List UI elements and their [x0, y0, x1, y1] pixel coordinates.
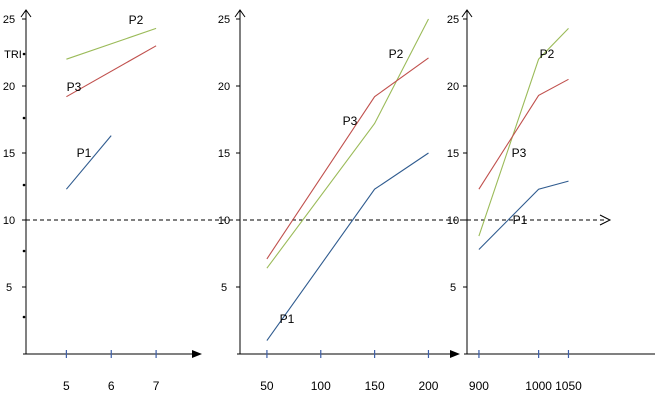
y-tick-label: 10 [218, 215, 230, 227]
y-tick-label: 15 [447, 148, 459, 160]
y-tick-label: 5 [450, 282, 456, 294]
series-label-p1: P1 [280, 312, 295, 326]
y-axis-arrow [461, 9, 473, 18]
series-label-p2: P2 [129, 13, 144, 27]
y-tick-label: 5 [6, 282, 12, 294]
x-tick-label: 150 [365, 379, 385, 393]
x-tick-label: 1000 [525, 379, 552, 393]
axis-dot-marker [22, 183, 26, 187]
y-tick-label: 25 [447, 14, 459, 26]
series-line-p2 [478, 28, 569, 237]
series-line-p3 [478, 78, 569, 190]
y-tick-label: 10 [447, 215, 459, 227]
y-tick-label: 15 [218, 148, 230, 160]
series-line-p2 [266, 18, 429, 269]
series-label-p2: P2 [389, 47, 404, 61]
axis-dot-marker [22, 116, 26, 120]
series-line-p3 [66, 45, 157, 98]
y-tick-label: 15 [3, 148, 15, 160]
y-tick-label: 5 [221, 282, 227, 294]
y-axis-title: TRI [4, 49, 22, 61]
x-tick-label: 900 [469, 379, 489, 393]
y-tick-label: 20 [447, 81, 459, 93]
reference-line-arrow [599, 214, 612, 226]
y-tick-label: 20 [218, 81, 230, 93]
series-label-p3: P3 [343, 114, 358, 128]
reference-line-layer [26, 214, 612, 226]
chart-panel-2: 5 10 15 20 25 50 100 150 200 P1 P2 P3 [218, 9, 460, 393]
x-axis-arrow [192, 350, 202, 358]
chart-panel-1: 5 10 15 20 25 5 6 7 P1 P2 P3 TRI [3, 9, 202, 393]
series-label-p1: P1 [77, 146, 92, 160]
y-tick-label: 25 [218, 14, 230, 26]
series-label-p3: P3 [512, 146, 527, 160]
series-line-p1 [478, 180, 569, 250]
x-tick-label: 6 [108, 379, 115, 393]
chart-panel-3: 5 10 15 20 25 900 1000 1050 P1 P2 P3 [447, 9, 655, 393]
series-line-p1 [65, 135, 112, 190]
x-tick-label: 5 [63, 379, 70, 393]
series-label-p2: P2 [540, 47, 555, 61]
x-tick-label: 1050 [555, 379, 582, 393]
series-line-p1 [266, 152, 429, 341]
chart-panels: 5 10 15 20 25 5 6 7 P1 P2 P3 TRI 5 10 15 20 25 50 100 150 20… [3, 9, 655, 393]
axis-dot-marker [22, 249, 26, 253]
y-axis-arrow [20, 9, 32, 18]
series-line-p2 [66, 27, 157, 60]
x-tick-label: 100 [311, 379, 331, 393]
y-tick-label: 20 [3, 81, 15, 93]
y-tick-label: 25 [3, 14, 15, 26]
x-axis-arrow [450, 350, 460, 358]
x-tick-label: 7 [153, 379, 160, 393]
axis-dot-marker [22, 315, 26, 319]
x-tick-label: 200 [418, 379, 438, 393]
series-label-p1: P1 [513, 213, 528, 227]
y-tick-label: 10 [3, 215, 15, 227]
axis-dot-marker [22, 52, 26, 56]
x-tick-label: 50 [260, 379, 274, 393]
y-axis-arrow [234, 9, 246, 18]
series-line-p3 [266, 57, 429, 260]
series-label-p3: P3 [67, 80, 82, 94]
